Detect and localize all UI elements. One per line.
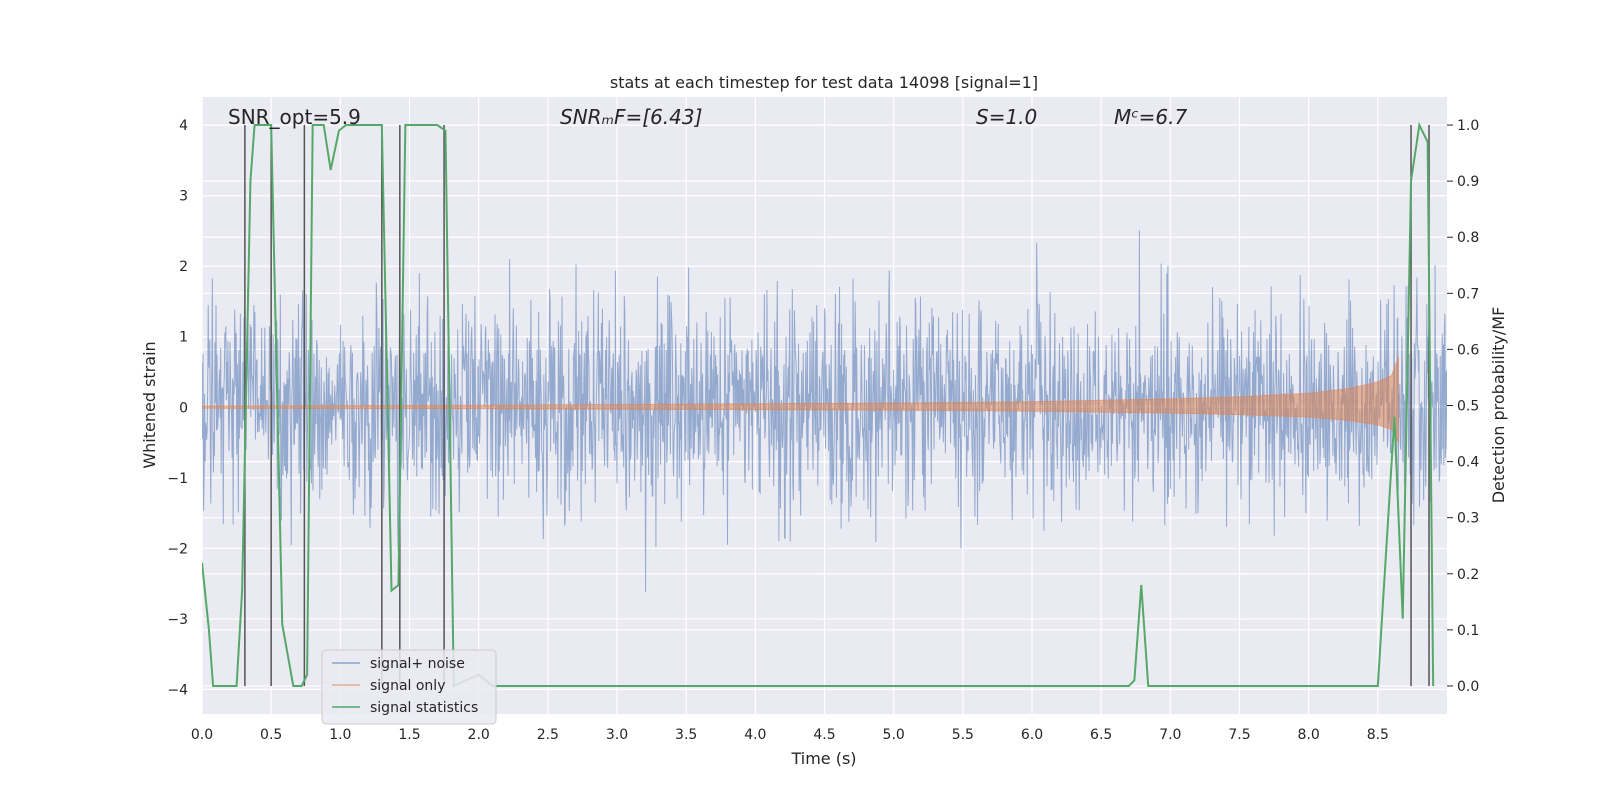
annotation-s-value: S=1.0 [976,105,1037,129]
y-left-tick-label: −4 [167,682,188,698]
y-right-tick-label: 0.3 [1457,511,1479,527]
y-left-tick-label: −1 [167,471,188,487]
y-left-tick-label: 0 [179,400,188,416]
y-right-tick-label: 0.4 [1457,455,1479,471]
x-axis-label: Time (s) [790,749,856,768]
x-tick-label: 1.5 [398,727,420,743]
x-tick-label: 3.0 [606,727,628,743]
y-right-axis-ticks: 0.0 0.1 0.2 0.3 0.4 0.5 0.6 0.7 0.8 0.9 1.0 [1447,118,1479,695]
y-left-tick-label: 1 [179,330,188,346]
x-tick-label: 4.5 [813,727,835,743]
annotation-snr-mf: SNRₘF=[6.43] [560,105,702,129]
y-left-axis-label: Whitened strain [140,341,159,468]
legend-entry-stats: signal statistics [370,700,478,716]
y-right-tick-label: 0.5 [1457,399,1479,415]
y-right-tick-label: 0.0 [1457,679,1479,695]
legend-entry-noise: signal+ noise [370,656,465,672]
annotation-chirp-mass: Mᶜ=6.7 [1114,105,1187,129]
chart-title: stats at each timestep for test data 140… [610,73,1038,92]
legend: signal+ noise signal only signal statist… [321,649,497,725]
x-tick-label: 7.0 [1159,727,1181,743]
y-left-axis-ticks: −4 −3 −2 −1 0 1 2 3 4 [167,118,188,698]
x-tick-label: 2.0 [468,727,490,743]
x-axis-ticks: 0.0 0.5 1.0 1.5 2.0 2.5 3.0 3.5 4.0 4.5 5.0 5.5 6.0 6… [191,727,1389,743]
y-right-tick-label: 0.6 [1457,342,1479,358]
x-tick-label: 0.5 [260,727,282,743]
x-tick-label: 2.5 [537,727,559,743]
y-right-tick-label: 1.0 [1457,118,1479,134]
y-right-tick-label: 0.2 [1457,567,1479,583]
x-tick-label: 7.5 [1228,727,1250,743]
y-right-tick-label: 0.9 [1457,174,1479,190]
y-left-tick-label: −2 [167,541,188,557]
signal-only-series [202,356,1399,443]
x-tick-label: 8.0 [1298,727,1320,743]
x-tick-label: 3.5 [675,727,697,743]
x-tick-label: 6.0 [1021,727,1043,743]
x-tick-label: 0.0 [191,727,213,743]
x-tick-label: 5.5 [952,727,974,743]
x-tick-label: 5.0 [883,727,905,743]
x-tick-label: 4.0 [744,727,766,743]
y-left-tick-label: −3 [167,612,188,628]
y-left-tick-label: 3 [179,189,188,205]
signal-noise-series [202,230,1447,592]
y-right-axis-label: Detection probability/MF [1489,307,1508,504]
y-left-tick-label: 4 [179,118,188,134]
x-tick-label: 1.0 [329,727,351,743]
signal-statistics-line [202,121,1435,688]
y-right-tick-label: 0.7 [1457,286,1479,302]
legend-box [321,649,497,725]
y-left-tick-label: 2 [179,259,188,275]
signal-only-line [202,356,1399,443]
y-right-tick-label: 0.1 [1457,623,1479,639]
signal-noise-line [202,230,1447,592]
annotation-snr-opt: SNR_opt=5.9 [228,105,361,129]
signal-statistics-series [202,121,1435,688]
y-right-tick-label: 0.8 [1457,230,1479,246]
x-tick-label: 6.5 [1090,727,1112,743]
x-tick-label: 8.5 [1367,727,1389,743]
legend-entry-signal: signal only [370,678,445,694]
